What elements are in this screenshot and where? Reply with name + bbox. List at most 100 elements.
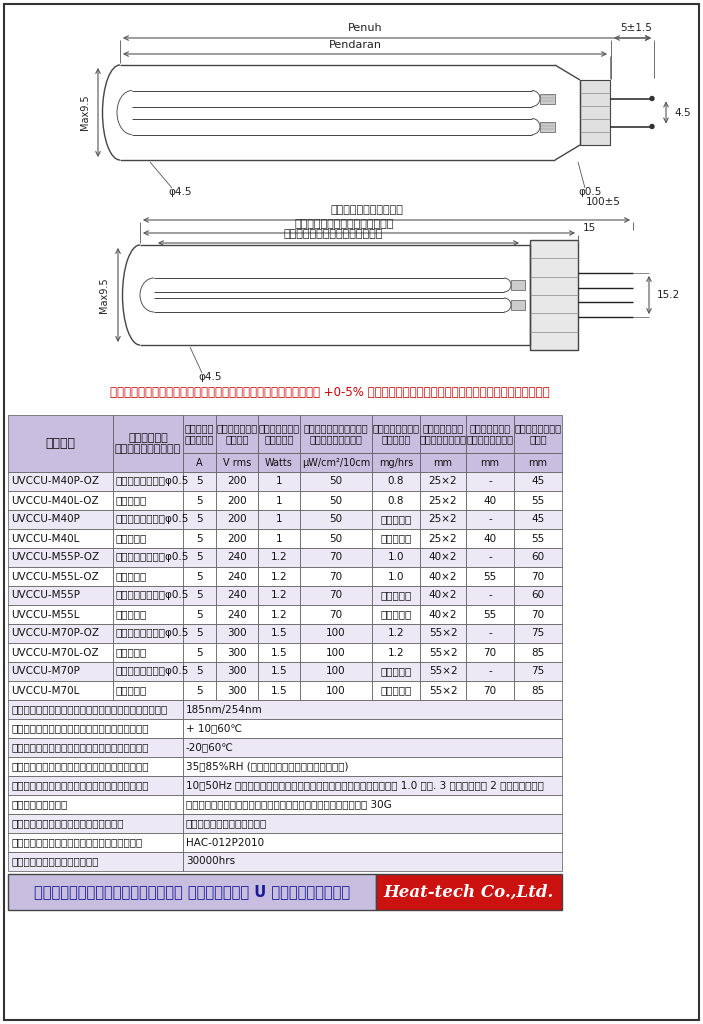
Bar bbox=[258, 605, 300, 624]
Text: การสร้าง
โอโซน: การสร้าง โอโซน bbox=[373, 424, 420, 444]
Bar bbox=[216, 624, 258, 643]
Bar bbox=[8, 738, 183, 757]
Bar bbox=[113, 472, 183, 490]
Bar bbox=[300, 643, 372, 662]
Text: UVCCU-M70L-OZ: UVCCU-M70L-OZ bbox=[11, 647, 98, 657]
Text: 70: 70 bbox=[531, 609, 545, 620]
Text: 300: 300 bbox=[227, 629, 247, 639]
Bar bbox=[514, 453, 562, 472]
Bar bbox=[183, 415, 216, 453]
Bar bbox=[216, 529, 258, 548]
Text: -: - bbox=[488, 667, 492, 677]
Text: 4.5: 4.5 bbox=[674, 108, 690, 118]
Text: 70: 70 bbox=[330, 591, 342, 600]
Bar bbox=[372, 472, 420, 490]
Bar bbox=[466, 662, 514, 681]
Bar bbox=[183, 490, 216, 510]
Bar bbox=[8, 510, 113, 529]
Text: 55×2: 55×2 bbox=[429, 667, 458, 677]
Bar bbox=[258, 586, 300, 605]
Text: กระแส
ไฟฟ้า: กระแส ไฟฟ้า bbox=[185, 424, 214, 444]
Text: φ4.5: φ4.5 bbox=[168, 187, 192, 197]
Bar bbox=[113, 662, 183, 681]
Text: เข็มหมุดφ0.5: เข็มหมุดφ0.5 bbox=[116, 514, 189, 524]
Bar bbox=[466, 624, 514, 643]
Bar bbox=[300, 490, 372, 510]
Text: 1.5: 1.5 bbox=[271, 667, 288, 677]
Bar bbox=[514, 548, 562, 567]
Circle shape bbox=[650, 125, 654, 128]
Bar bbox=[420, 681, 466, 700]
Bar bbox=[420, 605, 466, 624]
Bar bbox=[466, 548, 514, 567]
Text: 100: 100 bbox=[326, 667, 346, 677]
Bar bbox=[183, 852, 562, 871]
Text: 5±1.5: 5±1.5 bbox=[620, 23, 652, 33]
Bar bbox=[514, 586, 562, 605]
Bar bbox=[258, 643, 300, 662]
Text: เข็มหมุดφ0.5: เข็มหมุดφ0.5 bbox=[116, 553, 189, 562]
Bar bbox=[514, 605, 562, 624]
Text: -: - bbox=[488, 629, 492, 639]
Bar bbox=[514, 567, 562, 586]
Text: 15: 15 bbox=[583, 223, 596, 233]
Text: 240: 240 bbox=[227, 609, 247, 620]
Text: Heat-tech Co.,Ltd.: Heat-tech Co.,Ltd. bbox=[384, 884, 554, 900]
Bar bbox=[372, 548, 420, 567]
Bar bbox=[183, 662, 216, 681]
Bar bbox=[580, 80, 610, 145]
Text: UVCCU-M70L: UVCCU-M70L bbox=[11, 685, 79, 695]
Text: 1.2: 1.2 bbox=[387, 629, 404, 639]
Text: ช่วงอุณหภูมิในการทำงาน: ช่วงอุณหภูมิในการทำงาน bbox=[11, 724, 148, 733]
Bar bbox=[8, 795, 183, 814]
Bar bbox=[8, 776, 183, 795]
Bar bbox=[113, 586, 183, 605]
Text: ความยาว
การปล่อย: ความยาว การปล่อย bbox=[420, 424, 467, 444]
Bar bbox=[183, 643, 216, 662]
Text: 1.5: 1.5 bbox=[271, 629, 288, 639]
Bar bbox=[113, 548, 183, 567]
Text: 1.2: 1.2 bbox=[271, 591, 288, 600]
Bar bbox=[8, 852, 183, 871]
Bar bbox=[183, 548, 216, 567]
Text: 1: 1 bbox=[276, 476, 283, 486]
Circle shape bbox=[650, 96, 654, 100]
Text: -: - bbox=[488, 591, 492, 600]
Text: 5: 5 bbox=[196, 534, 202, 544]
Text: 5: 5 bbox=[196, 591, 202, 600]
Text: 70: 70 bbox=[484, 685, 496, 695]
Text: อินเวอร์เตอร์: อินเวอร์เตอร์ bbox=[186, 818, 267, 828]
Text: 5: 5 bbox=[196, 476, 202, 486]
Bar bbox=[8, 472, 113, 490]
Text: เข็มหมุดφ0.5: เข็มหมุดφ0.5 bbox=[116, 476, 189, 486]
Bar bbox=[113, 490, 183, 510]
Text: 45: 45 bbox=[531, 514, 545, 524]
Bar bbox=[258, 490, 300, 510]
Text: ความเข้มของ
รังสียูวี: ความเข้มของ รังสียูวี bbox=[304, 424, 368, 444]
Bar bbox=[511, 280, 525, 290]
Text: ความยาวหลอดแก้ว: ความยาวหลอดแก้ว bbox=[295, 219, 394, 229]
Bar bbox=[372, 490, 420, 510]
Bar bbox=[372, 453, 420, 472]
Bar bbox=[8, 814, 183, 833]
Text: 300: 300 bbox=[227, 667, 247, 677]
Bar bbox=[466, 510, 514, 529]
Text: Watts: Watts bbox=[265, 458, 293, 468]
Bar bbox=[420, 415, 466, 453]
Bar bbox=[300, 548, 372, 567]
Bar bbox=[530, 240, 578, 350]
Bar bbox=[420, 529, 466, 548]
Text: 0.8: 0.8 bbox=[388, 476, 404, 486]
Bar bbox=[466, 643, 514, 662]
Bar bbox=[466, 567, 514, 586]
Text: 15.2: 15.2 bbox=[657, 290, 681, 300]
Text: 55: 55 bbox=[484, 609, 496, 620]
Text: ความต้านทานสั่นสะเทือน: ความต้านทานสั่นสะเทือน bbox=[11, 780, 148, 791]
Text: 70: 70 bbox=[330, 609, 342, 620]
Bar bbox=[420, 548, 466, 567]
Bar bbox=[300, 472, 372, 490]
Text: UVCCU-M40P-OZ: UVCCU-M40P-OZ bbox=[11, 476, 99, 486]
Bar bbox=[216, 510, 258, 529]
Bar bbox=[183, 681, 216, 700]
Bar bbox=[8, 643, 113, 662]
